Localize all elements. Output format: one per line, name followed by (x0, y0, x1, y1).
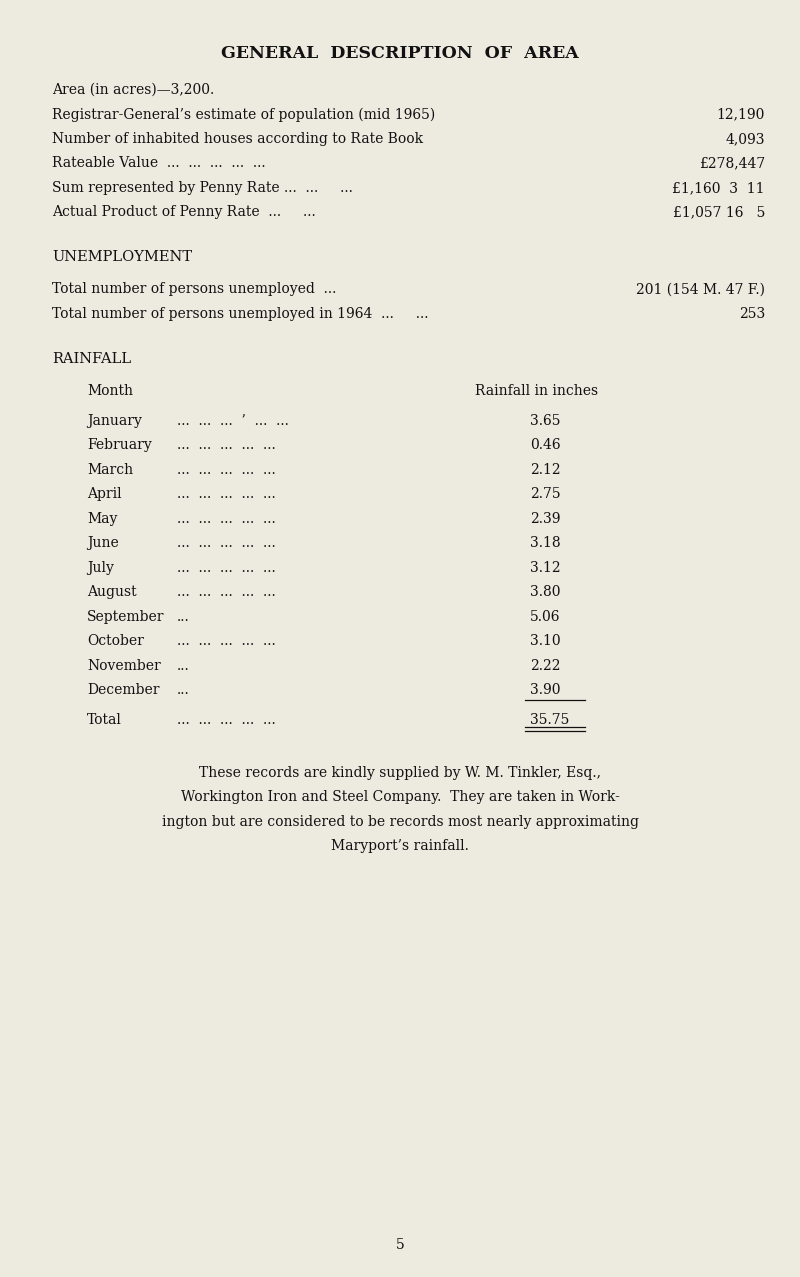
Text: Month: Month (87, 384, 133, 398)
Text: ...: ... (177, 659, 190, 673)
Text: Total: Total (87, 713, 122, 727)
Text: Actual Product of Penny Rate  ...     ...: Actual Product of Penny Rate ... ... (52, 206, 316, 220)
Text: Total number of persons unemployed  ...: Total number of persons unemployed ... (52, 282, 336, 296)
Text: £1,057 16   5: £1,057 16 5 (673, 206, 765, 220)
Text: Sum represented by Penny Rate ...  ...     ...: Sum represented by Penny Rate ... ... ..… (52, 181, 353, 195)
Text: Rainfall in inches: Rainfall in inches (475, 384, 598, 398)
Text: September: September (87, 610, 165, 624)
Text: 3.80: 3.80 (530, 585, 561, 599)
Text: Area (in acres)—3,200.: Area (in acres)—3,200. (52, 83, 214, 97)
Text: December: December (87, 683, 159, 697)
Text: 2.22: 2.22 (530, 659, 561, 673)
Text: ...  ...  ...  ...  ...: ... ... ... ... ... (177, 512, 276, 526)
Text: January: January (87, 414, 142, 428)
Text: ...: ... (177, 683, 190, 697)
Text: August: August (87, 585, 137, 599)
Text: 3.90: 3.90 (530, 683, 561, 697)
Text: 3.18: 3.18 (530, 536, 561, 550)
Text: 2.12: 2.12 (530, 464, 561, 478)
Text: GENERAL  DESCRIPTION  OF  AREA: GENERAL DESCRIPTION OF AREA (221, 45, 579, 63)
Text: 3.10: 3.10 (530, 635, 561, 649)
Text: Number of inhabited houses according to Rate Book: Number of inhabited houses according to … (52, 132, 423, 146)
Text: ...  ...  ...  ...  ...: ... ... ... ... ... (177, 438, 276, 452)
Text: July: July (87, 561, 114, 575)
Text: These records are kindly supplied by W. M. Tinkler, Esq.,: These records are kindly supplied by W. … (199, 766, 601, 780)
Text: May: May (87, 512, 118, 526)
Text: ...  ...  ...  ...  ...: ... ... ... ... ... (177, 464, 276, 478)
Text: 5: 5 (396, 1237, 404, 1251)
Text: Workington Iron and Steel Company.  They are taken in Work-: Workington Iron and Steel Company. They … (181, 790, 619, 805)
Text: 3.65: 3.65 (530, 414, 561, 428)
Text: UNEMPLOYMENT: UNEMPLOYMENT (52, 250, 192, 264)
Text: 201 (154 M. 47 F.): 201 (154 M. 47 F.) (636, 282, 765, 296)
Text: 253: 253 (738, 306, 765, 321)
Text: 3.12: 3.12 (530, 561, 561, 575)
Text: 35.75: 35.75 (530, 713, 570, 727)
Text: ...  ...  ...  ...  ...: ... ... ... ... ... (177, 536, 276, 550)
Text: 2.75: 2.75 (530, 488, 561, 502)
Text: Rateable Value  ...  ...  ...  ...  ...: Rateable Value ... ... ... ... ... (52, 157, 266, 171)
Text: 12,190: 12,190 (717, 107, 765, 121)
Text: April: April (87, 488, 122, 502)
Text: Maryport’s rainfall.: Maryport’s rainfall. (331, 839, 469, 853)
Text: March: March (87, 464, 133, 478)
Text: October: October (87, 635, 144, 649)
Text: ington but are considered to be records most nearly approximating: ington but are considered to be records … (162, 815, 638, 829)
Text: ...  ...  ...  ...  ...: ... ... ... ... ... (177, 585, 276, 599)
Text: 2.39: 2.39 (530, 512, 561, 526)
Text: £1,160  3  11: £1,160 3 11 (673, 181, 765, 195)
Text: £278,447: £278,447 (698, 157, 765, 171)
Text: 0.46: 0.46 (530, 438, 561, 452)
Text: Registrar-General’s estimate of population (mid 1965): Registrar-General’s estimate of populati… (52, 107, 435, 121)
Text: ...  ...  ...  ...  ...: ... ... ... ... ... (177, 488, 276, 502)
Text: ...  ...  ...  ...  ...: ... ... ... ... ... (177, 635, 276, 649)
Text: November: November (87, 659, 161, 673)
Text: February: February (87, 438, 152, 452)
Text: ...  ...  ...  ’  ...  ...: ... ... ... ’ ... ... (177, 414, 289, 428)
Text: June: June (87, 536, 118, 550)
Text: ...  ...  ...  ...  ...: ... ... ... ... ... (177, 713, 276, 727)
Text: RAINFALL: RAINFALL (52, 352, 131, 366)
Text: ...: ... (177, 610, 190, 624)
Text: ...  ...  ...  ...  ...: ... ... ... ... ... (177, 561, 276, 575)
Text: 5.06: 5.06 (530, 610, 561, 624)
Text: 4,093: 4,093 (726, 132, 765, 146)
Text: Total number of persons unemployed in 1964  ...     ...: Total number of persons unemployed in 19… (52, 306, 429, 321)
